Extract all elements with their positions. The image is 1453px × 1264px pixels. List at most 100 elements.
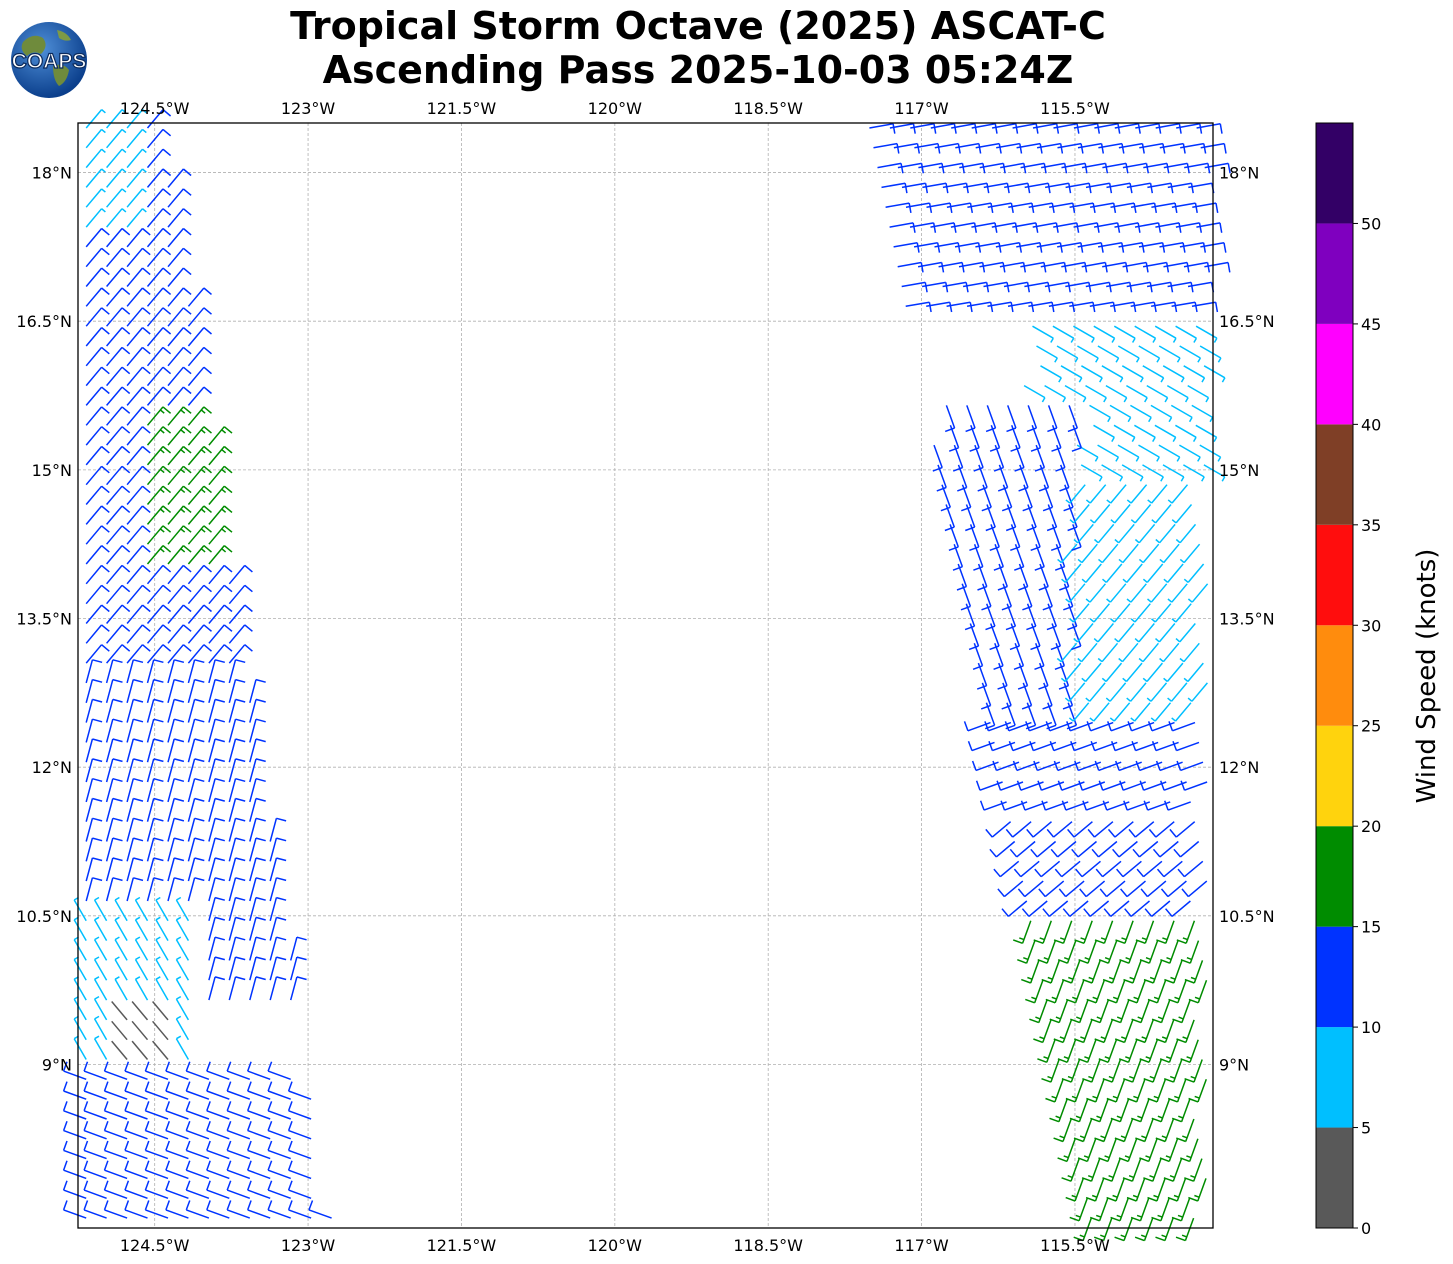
wind-barb [1048,301,1076,313]
wind-barb [1155,1019,1175,1044]
wind-barb [1057,780,1085,791]
lat-tick-label-right: 10.5°N [1219,907,1275,926]
wind-barb [965,405,976,433]
wind-barb [208,877,225,902]
wind-barb [126,584,151,605]
colorbar-tick-label: 35 [1361,516,1381,535]
wind-barb [1151,1098,1171,1123]
wind-barb [1090,740,1118,752]
wind-barb [1130,504,1152,524]
wind-barb [1065,281,1092,293]
wind-barb [938,261,965,273]
wind-barb [1114,1118,1134,1143]
wind-barb [126,545,151,565]
wind-barb [146,545,172,565]
wind-barb [1131,740,1159,752]
wind-barb [85,247,110,268]
wind-barb [1008,740,1036,752]
wind-barb [167,287,192,307]
wind-barb [1155,123,1182,134]
wind-barb [146,426,172,446]
wind-barb [1093,325,1116,343]
wind-barb [73,956,87,981]
wind-barb [918,162,945,174]
wind-barb [1139,780,1167,791]
wind-barb [1061,261,1088,273]
wind-barb [1057,1039,1077,1064]
lat-tick-label-left: 16.5°N [16,312,72,331]
wind-barb [1065,1079,1085,1103]
wind-barb [1083,900,1110,917]
wind-barb [1081,261,1108,273]
wind-barb [146,837,164,862]
wind-barb [1167,583,1188,603]
wind-barb [1086,1079,1105,1103]
wind-barb [206,1140,230,1160]
wind-barb [124,1081,148,1100]
wind-barb [167,738,185,763]
wind-barb [206,1160,230,1180]
wind-barb [1060,662,1082,683]
wind-barb [106,307,131,327]
wind-barb [1061,1158,1080,1182]
wind-barb [897,162,925,174]
wind-barb [1113,325,1136,343]
wind-barb [1170,404,1193,423]
wind-barb [1044,384,1067,403]
wind-barb [1165,900,1191,917]
wind-barb [85,564,110,585]
wind-barb [85,208,106,228]
wind-barb [1117,444,1140,462]
wind-barb [1102,1059,1122,1083]
wind-barb [167,227,192,248]
wind-barb [146,247,172,268]
wind-barb [1110,603,1131,623]
wind-barb [167,659,185,684]
wind-barb [1085,384,1107,403]
wind-barb [146,505,172,525]
wind-barb [1033,920,1053,945]
wind-barb [208,545,233,565]
wind-barb [126,465,151,486]
lat-tick-label-left: 15°N [32,461,72,480]
wind-barb [1040,261,1067,273]
wind-barb [1004,721,1032,732]
wind-barb [1073,325,1095,343]
wind-barb [308,1200,332,1219]
wind-barb [1120,880,1146,898]
wind-barb [1134,222,1162,233]
wind-barb [83,1200,107,1219]
wind-barb [1110,1198,1129,1222]
wind-barb [999,261,1027,273]
wind-barb [103,1101,128,1120]
wind-barb [1074,920,1093,945]
wind-barb [85,877,103,902]
wind-barb [1155,1118,1175,1143]
wind-barb [1171,202,1198,214]
wind-barb [126,604,151,624]
wind-barb [1033,1019,1052,1044]
wind-barb [103,1120,128,1140]
wind-barb [85,465,110,486]
colorbar-tick-label: 15 [1361,918,1381,937]
wind-barb [126,386,151,406]
wind-barb [228,817,246,842]
wind-barb [992,760,1020,772]
wind-barb [1069,301,1096,313]
wind-barb [1025,979,1044,1004]
wind-barb [126,698,144,723]
wind-barb [1029,999,1048,1024]
wind-barb [175,936,190,961]
wind-barb [1110,999,1130,1024]
wind-barb [1179,345,1202,363]
wind-barb [1195,325,1218,343]
wind-barb [1163,1059,1183,1083]
wind-barb [249,698,266,723]
wind-barb [934,241,961,253]
wind-barb [950,222,978,233]
wind-barb [131,1020,149,1041]
wind-barb [167,426,192,446]
lat-tick-label-right: 12°N [1219,758,1259,777]
wind-barb [208,797,225,822]
wind-barb [934,142,961,154]
